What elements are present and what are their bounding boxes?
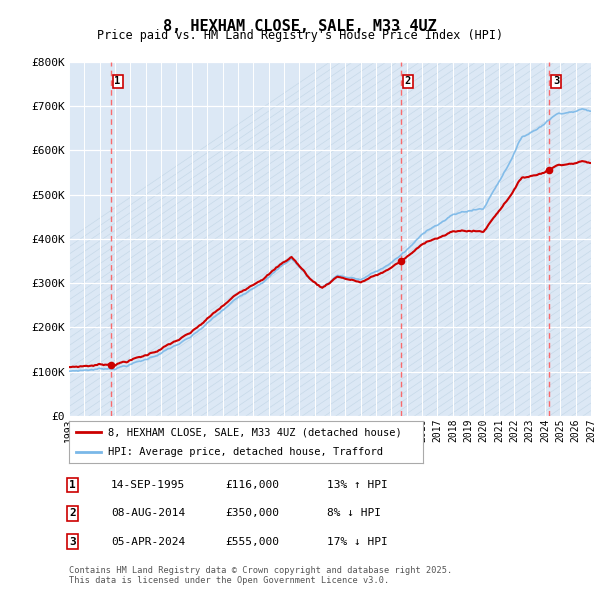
Text: 17% ↓ HPI: 17% ↓ HPI [327, 537, 388, 546]
Text: 08-AUG-2014: 08-AUG-2014 [111, 509, 185, 518]
Text: 1: 1 [115, 77, 121, 86]
Text: 2: 2 [69, 509, 76, 518]
Text: £350,000: £350,000 [225, 509, 279, 518]
Text: 05-APR-2024: 05-APR-2024 [111, 537, 185, 546]
Text: 8, HEXHAM CLOSE, SALE, M33 4UZ: 8, HEXHAM CLOSE, SALE, M33 4UZ [163, 19, 437, 34]
Text: 3: 3 [69, 537, 76, 546]
Text: 8% ↓ HPI: 8% ↓ HPI [327, 509, 381, 518]
Text: Contains HM Land Registry data © Crown copyright and database right 2025.
This d: Contains HM Land Registry data © Crown c… [69, 566, 452, 585]
Text: 2: 2 [404, 77, 411, 86]
Text: 3: 3 [553, 77, 559, 86]
Text: 13% ↑ HPI: 13% ↑ HPI [327, 480, 388, 490]
Text: HPI: Average price, detached house, Trafford: HPI: Average price, detached house, Traf… [108, 447, 383, 457]
Text: £116,000: £116,000 [225, 480, 279, 490]
Text: 8, HEXHAM CLOSE, SALE, M33 4UZ (detached house): 8, HEXHAM CLOSE, SALE, M33 4UZ (detached… [108, 427, 401, 437]
Text: Price paid vs. HM Land Registry's House Price Index (HPI): Price paid vs. HM Land Registry's House … [97, 30, 503, 42]
Text: 1: 1 [69, 480, 76, 490]
Text: £555,000: £555,000 [225, 537, 279, 546]
Text: 14-SEP-1995: 14-SEP-1995 [111, 480, 185, 490]
